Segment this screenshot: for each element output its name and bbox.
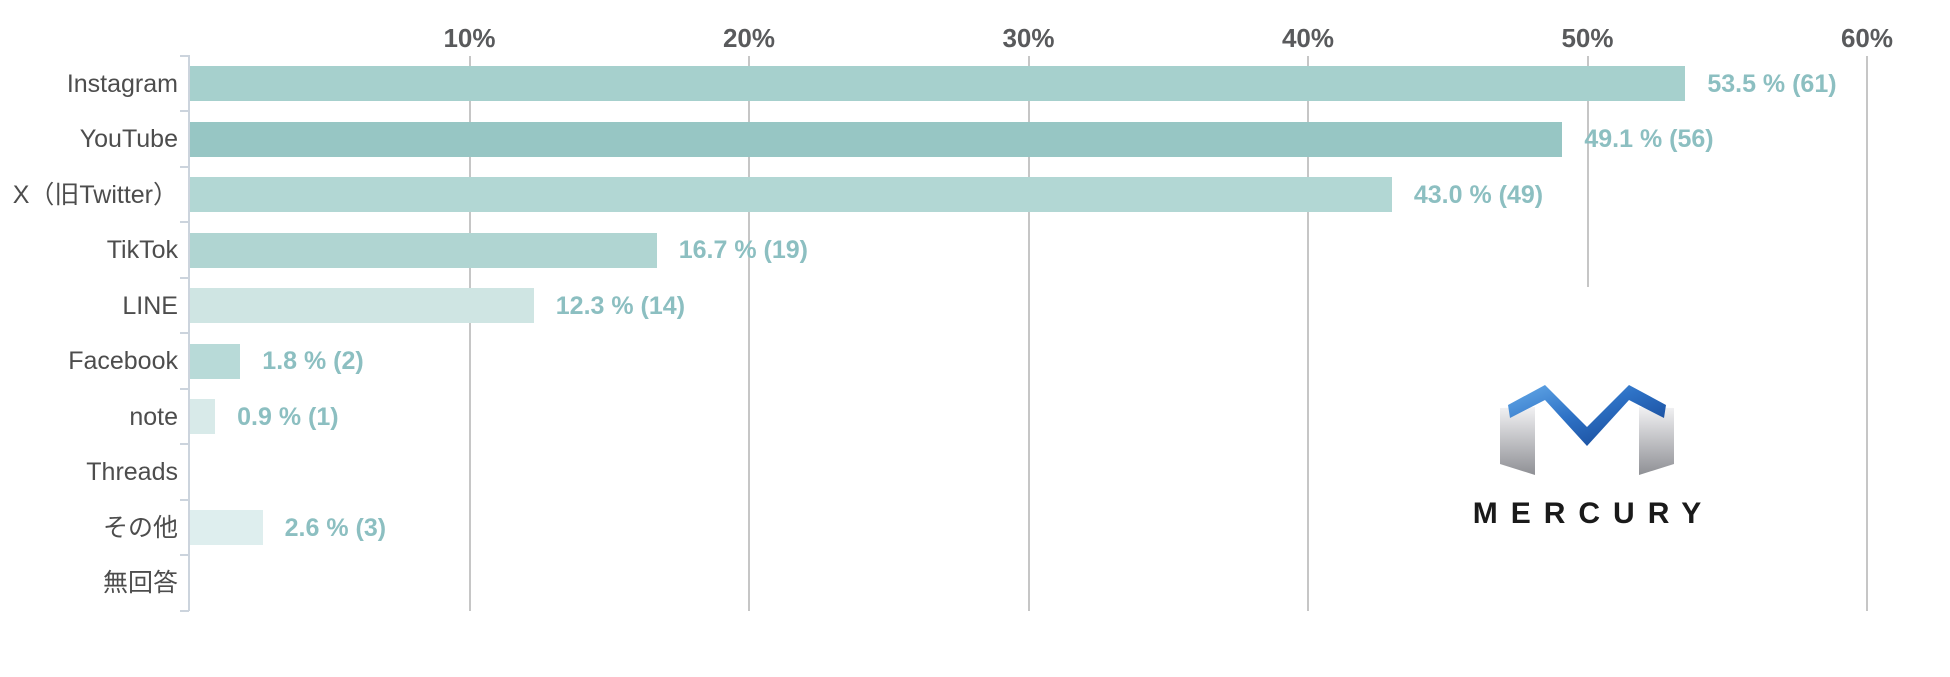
y-axis-tick bbox=[180, 221, 189, 224]
bar bbox=[190, 66, 1686, 101]
y-axis-tick bbox=[180, 54, 189, 57]
logo-wordmark: MERCURY bbox=[1472, 497, 1715, 530]
x-tick-label: 30% bbox=[1002, 23, 1055, 53]
y-axis-tick bbox=[180, 165, 189, 168]
category-label: その他 bbox=[102, 513, 178, 542]
category-label: 無回答 bbox=[102, 569, 178, 597]
logo-right-leg bbox=[1639, 407, 1674, 475]
logo-blue-ribbon bbox=[1508, 385, 1666, 446]
y-axis-tick bbox=[180, 332, 189, 335]
y-axis-tick bbox=[180, 387, 189, 390]
bar-value-label: 12.3 % (14) bbox=[555, 291, 686, 320]
bar-value-label: 0.9 % (1) bbox=[237, 402, 339, 431]
y-axis-tick bbox=[180, 443, 189, 446]
gridline bbox=[1307, 56, 1309, 611]
bar bbox=[190, 510, 263, 545]
bar bbox=[190, 343, 241, 379]
gridline bbox=[468, 56, 471, 611]
category-label: TikTok bbox=[106, 236, 178, 264]
category-label: Instagram bbox=[66, 69, 178, 98]
x-tick-label: 60% bbox=[1840, 23, 1894, 53]
category-label: Facebook bbox=[68, 347, 178, 375]
x-tick-label: 10% bbox=[443, 23, 496, 53]
category-label: Threads bbox=[86, 458, 178, 486]
x-tick-label: 40% bbox=[1281, 23, 1335, 53]
bar-value-label: 43.0 % (49) bbox=[1413, 180, 1544, 209]
bar-value-label: 16.7 % (19) bbox=[678, 236, 808, 264]
category-label: note bbox=[129, 402, 178, 431]
y-axis-tick bbox=[180, 554, 189, 557]
gridline bbox=[1866, 56, 1868, 611]
bar bbox=[190, 399, 216, 434]
logo-left-leg bbox=[1500, 407, 1535, 475]
mercury-m-icon bbox=[1500, 385, 1674, 475]
gridline bbox=[748, 56, 750, 611]
category-label: X（旧Twitter） bbox=[12, 180, 178, 209]
bar-value-label: 2.6 % (3) bbox=[284, 513, 387, 542]
gridline bbox=[1027, 56, 1030, 611]
bar-value-label: 1.8 % (2) bbox=[262, 347, 364, 375]
y-axis-line bbox=[188, 55, 190, 611]
x-tick-label: 50% bbox=[1561, 23, 1614, 53]
category-label: LINE bbox=[122, 291, 178, 320]
category-label: YouTube bbox=[79, 125, 178, 153]
bar bbox=[190, 288, 534, 323]
bar bbox=[190, 232, 657, 268]
y-axis-tick bbox=[180, 498, 189, 501]
y-axis-tick bbox=[180, 110, 189, 113]
y-axis-tick bbox=[180, 276, 189, 279]
bar-value-label: 49.1 % (56) bbox=[1584, 125, 1714, 153]
y-axis-tick bbox=[180, 609, 189, 612]
bar-value-label: 53.5 % (61) bbox=[1707, 69, 1837, 98]
x-tick-label: 20% bbox=[722, 23, 776, 53]
bar bbox=[190, 177, 1392, 212]
mercury-logo: MERCURY bbox=[1427, 287, 1747, 611]
bar bbox=[190, 121, 1563, 157]
